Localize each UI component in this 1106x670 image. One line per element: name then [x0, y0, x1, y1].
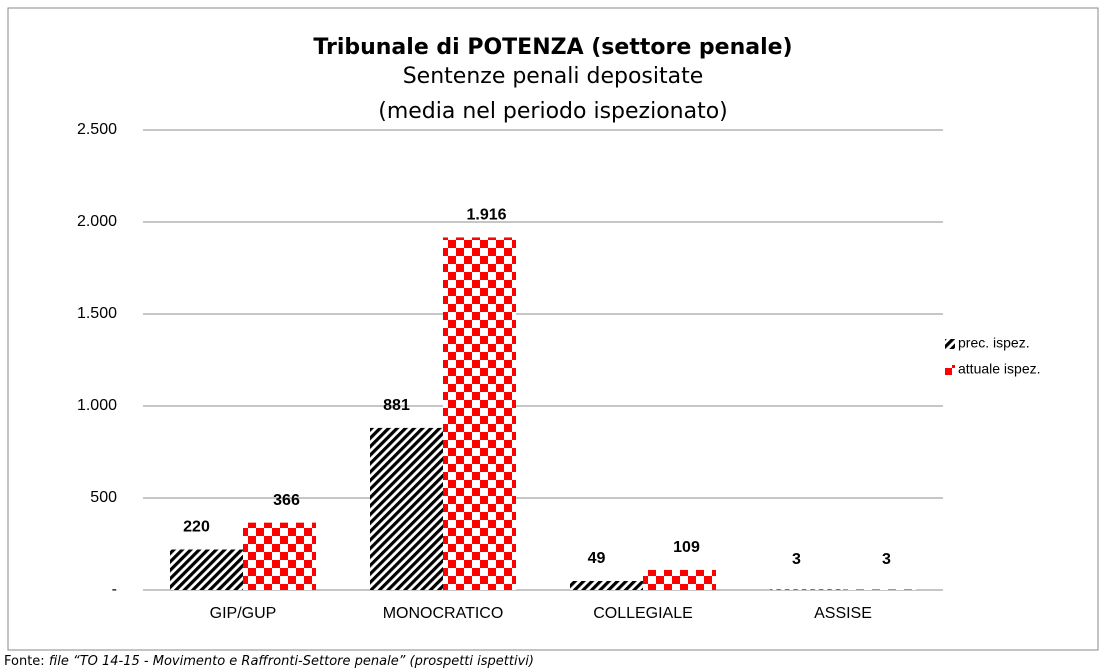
y-tick-label: 500: [90, 489, 117, 506]
chart-subtitle: (media nel periodo ispezionato): [378, 99, 728, 124]
value-label: 881: [383, 397, 410, 414]
bar: [170, 549, 243, 590]
legend-label: prec. ispez.: [958, 335, 1030, 351]
y-tick-label: 1.000: [77, 397, 117, 414]
bar: [243, 522, 316, 590]
y-tick-label: 1.500: [77, 305, 117, 322]
value-label: 220: [183, 519, 210, 536]
chart-subtitle: Sentenze penali depositate: [403, 64, 704, 89]
bar: [443, 237, 516, 590]
legend-label: attuale ispez.: [958, 361, 1041, 377]
x-tick-label: GIP/GUP: [210, 605, 277, 622]
value-label: 1.916: [466, 207, 506, 224]
chart-frame: [7, 7, 1099, 651]
y-tick-label: -: [112, 581, 117, 598]
bar: [643, 569, 716, 590]
x-tick-label: COLLEGIALE: [593, 605, 693, 622]
y-tick-label: 2.500: [77, 121, 117, 138]
legend-swatch: [945, 365, 955, 375]
bar: [770, 589, 843, 590]
source-text: file “TO 14-15 - Movimento e Raffronti-S…: [49, 654, 534, 669]
value-label: 366: [273, 492, 300, 509]
bar: [370, 427, 443, 590]
x-tick-label: ASSISE: [814, 605, 872, 622]
bar: [570, 580, 643, 590]
value-label: 49: [588, 550, 606, 567]
value-label: 109: [673, 539, 700, 556]
value-label: 3: [882, 551, 891, 568]
chart-title: Tribunale di POTENZA (settore penale): [313, 35, 792, 60]
y-tick-label: 2.000: [77, 213, 117, 230]
source-note: Fonte: file “TO 14-15 - Movimento e Raff…: [4, 654, 534, 669]
legend-swatch: [945, 339, 955, 349]
value-label: 3: [792, 551, 801, 568]
source-label: Fonte:: [4, 654, 45, 669]
bar: [843, 589, 916, 590]
x-tick-label: MONOCRATICO: [383, 605, 504, 622]
